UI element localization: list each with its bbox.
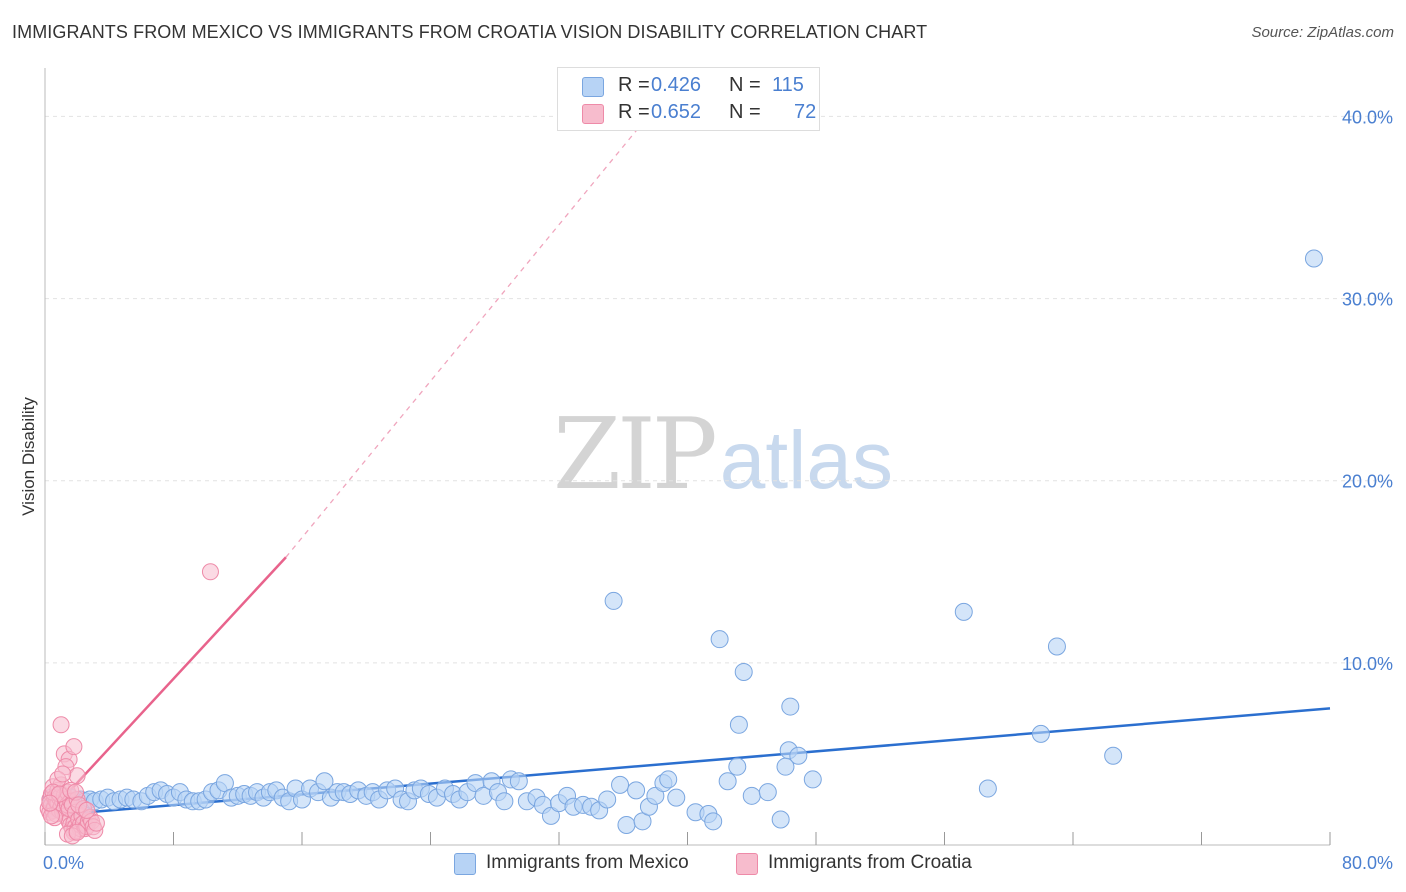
x-tick-label-max: 80.0% <box>1342 853 1393 873</box>
legend-r-value-mexico: 0.426 <box>651 74 702 96</box>
data-point-croatia <box>68 767 86 785</box>
data-point-mexico <box>978 779 997 798</box>
grid-layer <box>45 115 1392 664</box>
data-point-mexico <box>1047 637 1066 656</box>
data-point-mexico <box>728 757 747 776</box>
bottom-legend-swatch-mexico <box>454 853 476 875</box>
data-point-mexico <box>954 602 973 621</box>
y-tick-label: 20.0% <box>1342 472 1393 492</box>
data-point-mexico <box>604 591 623 610</box>
data-point-mexico <box>598 790 617 809</box>
legend-swatch-croatia <box>582 104 604 124</box>
y-axis-label: Vision Disability <box>19 397 38 516</box>
watermark-zip: ZIP <box>553 398 718 512</box>
data-point-croatia <box>68 823 86 841</box>
bottom-legend-label-mexico: Immigrants from Mexico <box>486 852 689 873</box>
data-point-mexico <box>734 662 753 681</box>
data-point-mexico <box>729 715 748 734</box>
data-point-croatia <box>65 738 83 756</box>
axis-layer <box>44 68 1331 846</box>
legend-r-label: R = <box>618 101 650 123</box>
data-point-mexico <box>1304 249 1323 268</box>
data-point-mexico <box>718 772 737 791</box>
data-point-croatia <box>78 801 96 819</box>
series-mexico-points <box>42 249 1323 834</box>
bottom-legend-label-croatia: Immigrants from Croatia <box>768 852 972 873</box>
series-croatia-points <box>39 563 219 845</box>
legend-r-value-croatia: 0.652 <box>651 101 702 123</box>
y-tick-label: 10.0% <box>1342 654 1393 674</box>
y-tick-label: 40.0% <box>1342 107 1393 127</box>
data-point-mexico <box>495 792 514 811</box>
data-point-mexico <box>704 812 723 831</box>
data-point-mexico <box>509 772 528 791</box>
data-point-mexico <box>710 630 729 649</box>
data-point-mexico <box>1104 746 1123 765</box>
data-point-mexico <box>758 783 777 802</box>
data-point-mexico <box>646 786 665 805</box>
data-point-mexico <box>611 775 630 794</box>
data-point-mexico <box>771 810 790 829</box>
legend-n-value-croatia: 72 <box>794 101 817 123</box>
y-tick-label: 30.0% <box>1342 290 1393 310</box>
data-point-mexico <box>617 815 636 834</box>
data-point-mexico <box>315 772 334 791</box>
chart-title: IMMIGRANTS FROM MEXICO VS IMMIGRANTS FRO… <box>12 22 928 42</box>
data-point-croatia <box>41 794 59 812</box>
watermark-atlas: atlas <box>719 415 893 506</box>
x-tick-label-min: 0.0% <box>43 853 84 873</box>
data-point-croatia <box>201 563 219 581</box>
watermark: ZIPatlas <box>553 398 893 512</box>
data-point-mexico <box>742 786 761 805</box>
data-point-mexico <box>659 770 678 789</box>
data-point-mexico <box>803 770 822 789</box>
data-point-mexico <box>1031 724 1050 743</box>
data-point-mexico <box>781 697 800 716</box>
chart-source: Source: ZipAtlas.com <box>1251 24 1394 41</box>
data-point-mexico <box>541 806 560 825</box>
bottom-legend-swatch-croatia <box>736 853 758 875</box>
legend-swatch-mexico <box>582 77 604 97</box>
trend-line-croatia-extension <box>285 106 656 558</box>
label-layer: 10.0% 20.0% 30.0% 40.0% 0.0% 80.0% Vision Disa… <box>19 107 1393 873</box>
data-point-mexico <box>789 746 808 765</box>
trend-layer <box>44 106 1331 819</box>
legend-n-value-mexico: 115 <box>772 74 804 96</box>
legend-n-label: N = <box>729 101 761 123</box>
data-point-croatia <box>87 814 105 832</box>
legend-n-label: N = <box>729 74 761 96</box>
data-point-mexico <box>627 781 646 800</box>
legend-r-label: R = <box>618 74 650 96</box>
data-point-croatia <box>54 765 72 783</box>
data-point-croatia <box>52 716 70 734</box>
legend: R = 0.426 N = 115 R = 0.652 N = 72 <box>557 67 820 131</box>
data-point-mexico <box>667 788 686 807</box>
